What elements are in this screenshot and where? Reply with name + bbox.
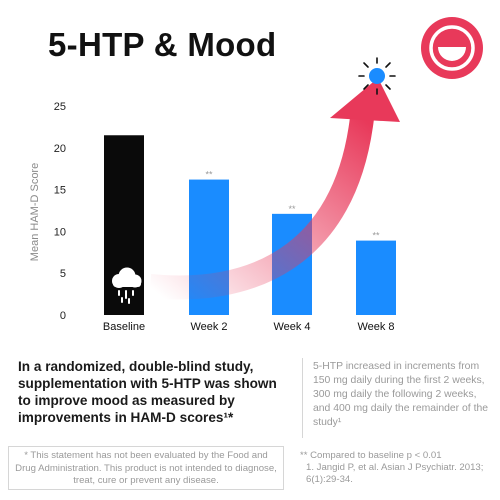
y-axis: 0 5 10 15 20 25 — [54, 101, 66, 322]
x-tick-label: Week 8 — [357, 321, 394, 333]
page-title: 5-HTP & Mood — [48, 26, 277, 63]
sun-icon — [358, 57, 396, 95]
hamd-bar-chart: 0 5 10 15 20 25 Mean HAM-D Score Baseline Week… — [29, 57, 400, 333]
footnotes: ** Compared to baseline p < 0.01 1. Jang… — [300, 450, 500, 486]
x-tick-label: Week 2 — [190, 321, 227, 333]
y-tick-label: 10 — [54, 226, 66, 238]
bar-baseline — [104, 135, 144, 315]
rising-arrow-icon — [148, 78, 400, 300]
y-tick-label: 25 — [54, 101, 66, 113]
fda-disclaimer: * This statement has not been evaluated … — [8, 446, 284, 490]
x-tick-label: Week 4 — [273, 321, 310, 333]
significance-marker: ** — [288, 204, 296, 214]
significance-marker: ** — [205, 170, 213, 180]
y-axis-label: Mean HAM-D Score — [29, 163, 41, 261]
vertical-divider — [302, 358, 303, 438]
y-tick-label: 20 — [54, 143, 66, 155]
y-tick-label: 5 — [60, 268, 66, 280]
rain-cloud-icon — [112, 267, 142, 304]
significance-footnote: ** Compared to baseline p < 0.01 — [300, 450, 442, 461]
y-tick-label: 15 — [54, 185, 66, 197]
smiling-face-logo — [421, 17, 483, 79]
bar-week-8 — [356, 240, 396, 315]
study-description: In a randomized, double-blind study, sup… — [18, 359, 277, 425]
significance-marker: ** — [372, 231, 380, 241]
y-tick-label: 0 — [60, 310, 66, 322]
dosing-note: 5-HTP increased in increments from 150 m… — [313, 361, 489, 428]
bars: Baseline Week 2 ** Week 4 ** Week 8 ** — [103, 135, 396, 333]
reference-footnote: 1. Jangid P, et al. Asian J Psychiatr. 2… — [306, 462, 484, 485]
x-tick-label: Baseline — [103, 321, 145, 333]
